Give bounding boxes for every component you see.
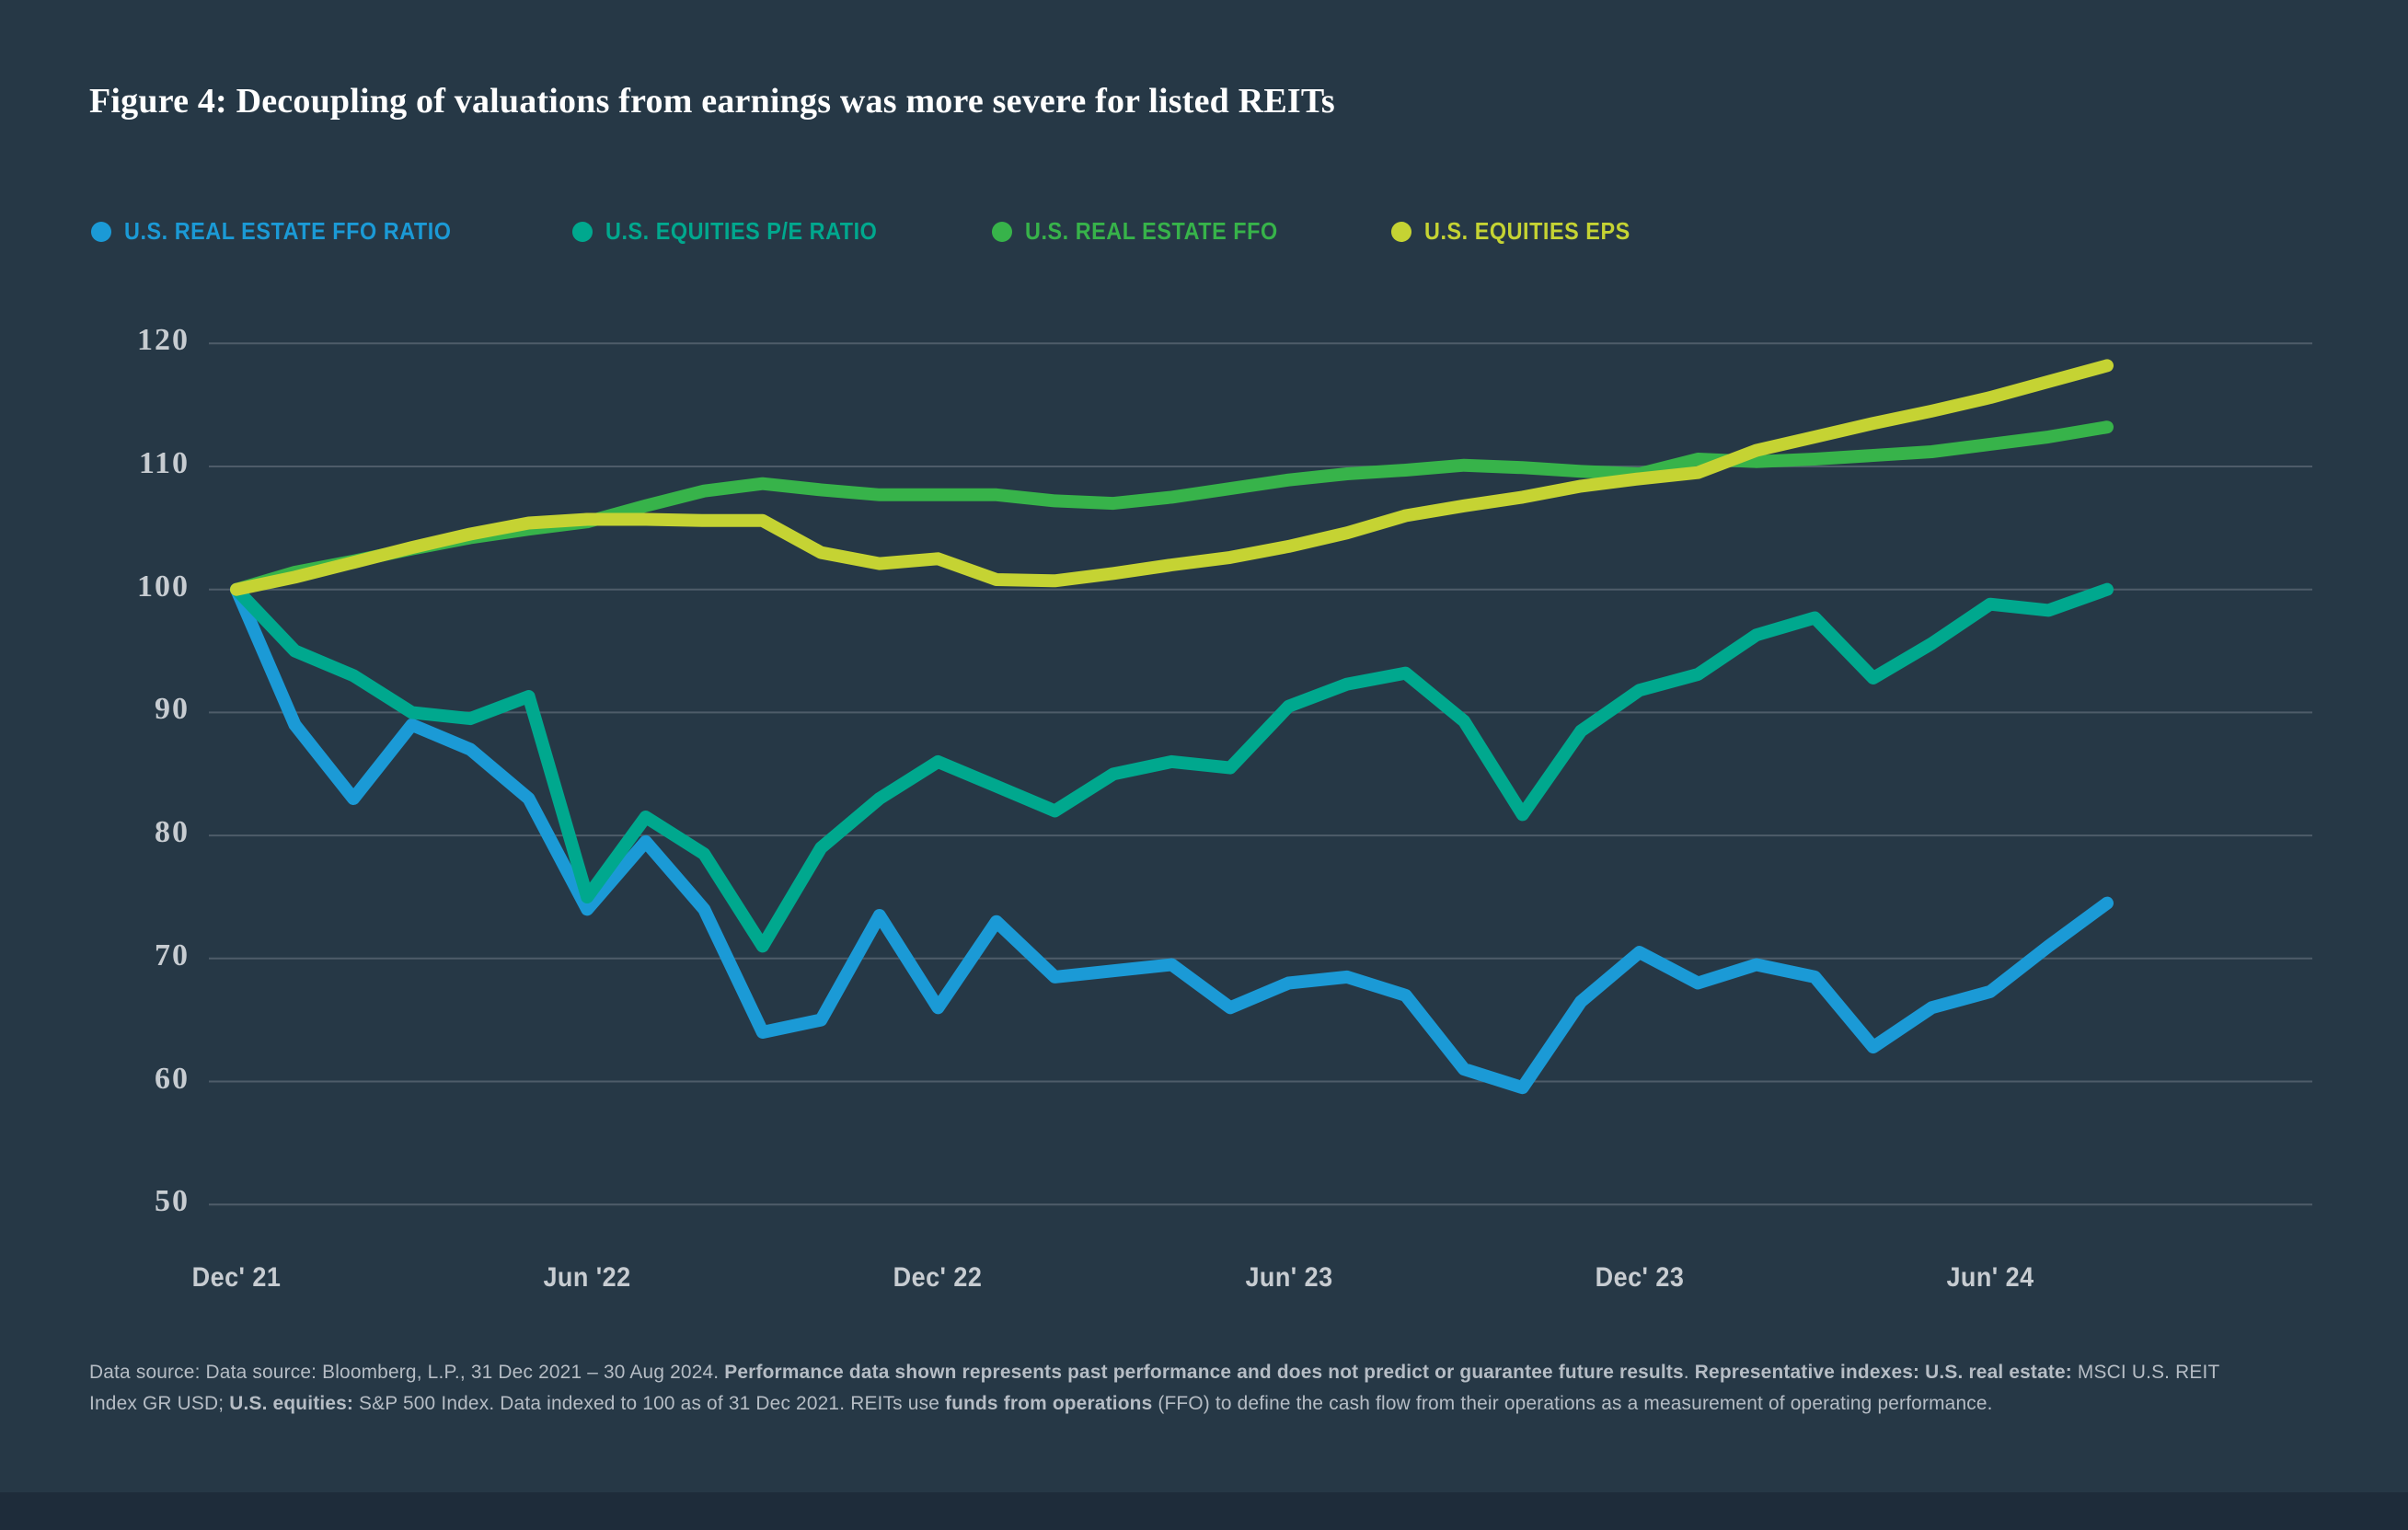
x-tick-label-Jun-24: Jun' 24 <box>1946 1262 2034 1293</box>
legend-label: U.S. REAL ESTATE FFO <box>1025 217 1278 245</box>
x-tick-label-Dec-21: Dec' 21 <box>191 1262 282 1293</box>
legend-dot-icon <box>992 221 1013 242</box>
footnote-segment-2: . <box>1683 1361 1695 1383</box>
footnote-segment-8: (FFO) to define the cash flow from their… <box>1152 1392 1993 1415</box>
legend-dot-icon <box>91 221 111 242</box>
x-tick-label-Dec-23: Dec' 23 <box>1595 1262 1685 1293</box>
y-tick-label-90: 90 <box>155 692 190 727</box>
y-tick-label-120: 120 <box>137 323 190 358</box>
y-tick-label-110: 110 <box>138 446 190 480</box>
gridlines <box>209 342 2312 1206</box>
x-tick-label-Jun-22: Jun '22 <box>543 1262 631 1293</box>
y-tick-label-100: 100 <box>137 569 190 604</box>
footnote-segment-5: U.S. equities: <box>229 1392 354 1415</box>
legend-dot-icon <box>572 221 593 242</box>
series-line-u-s-equities-eps <box>230 359 2114 596</box>
y-tick-label-80: 80 <box>155 815 190 850</box>
y-tick-label-70: 70 <box>155 938 190 972</box>
footnote-segment-4: MSCI U.S. REIT Index GR USD; <box>89 1361 2220 1415</box>
source-footnote: Data source: Data source: Bloomberg, L.P… <box>89 1356 2249 1420</box>
y-tick-label-50: 50 <box>155 1184 190 1219</box>
chart-legend: U.S. REAL ESTATE FFO RATIO U.S. EQUITIES … <box>91 217 1653 246</box>
legend-item-3: U.S. EQUITIES EPS <box>1390 217 1653 246</box>
legend-dot-icon <box>1390 221 1411 242</box>
legend-label: U.S. EQUITIES P/E RATIO <box>605 217 878 245</box>
legend-item-2: U.S. REAL ESTATE FFO <box>992 217 1306 246</box>
legend-item-1: U.S. EQUITIES P/E RATIO <box>572 217 907 246</box>
legend-label: U.S. EQUITIES EPS <box>1423 217 1630 245</box>
footnote-segment-3: Representative indexes: U.S. real estate… <box>1694 1361 2072 1383</box>
x-tick-label-Jun-23: Jun' 23 <box>1244 1262 1333 1293</box>
legend-label: U.S. REAL ESTATE FFO RATIO <box>124 217 452 245</box>
series-line-u-s-real-estate-ffo-ratio <box>230 582 2114 1095</box>
series-lines <box>230 359 2114 1095</box>
figure-title: Figure 4: Decoupling of valuations from … <box>89 82 1335 121</box>
bottom-strip <box>0 1492 2408 1530</box>
footnote-segment-7: funds from operations <box>944 1392 1153 1415</box>
footnote-segment-1: Performance data shown represents past p… <box>724 1361 1684 1383</box>
series-line-u-s-equities-p-e-ratio <box>230 582 2114 953</box>
footnote-segment-0: Data source: Data source: Bloomberg, L.P… <box>89 1361 725 1383</box>
x-tick-label-Dec-22: Dec' 22 <box>893 1262 983 1293</box>
legend-item-0: U.S. REAL ESTATE FFO RATIO <box>91 217 488 246</box>
y-tick-label-60: 60 <box>155 1061 190 1096</box>
footnote-segment-6: S&P 500 Index. Data indexed to 100 as of… <box>353 1392 945 1415</box>
